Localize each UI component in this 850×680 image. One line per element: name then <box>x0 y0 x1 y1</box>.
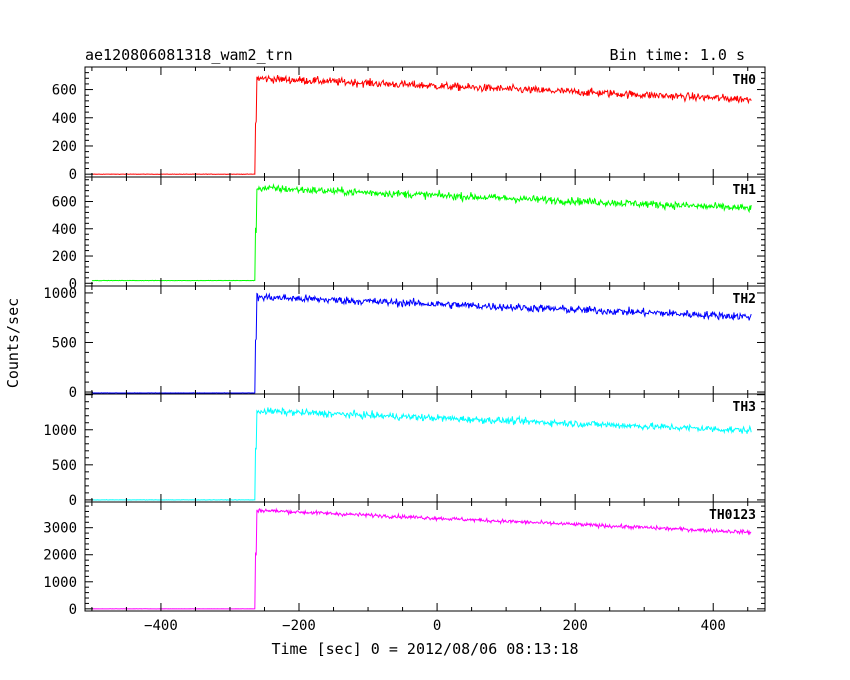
y-tick-label: 0 <box>69 602 77 618</box>
y-tick-label: 0 <box>69 276 77 292</box>
panel-frame <box>84 501 766 612</box>
y-tick-label: 200 <box>52 249 77 265</box>
x-tick-label: 0 <box>433 618 441 634</box>
series-line-th0 <box>91 74 752 175</box>
panel-th0123: 0 1000 2000 3000 TH0123 <box>43 501 766 618</box>
y-tick-label: 3000 <box>43 521 77 537</box>
y-tick-label: 0 <box>69 167 77 183</box>
y-tick-label: 1000 <box>43 575 77 591</box>
series-line-th0123 <box>91 507 752 610</box>
series-line-th3 <box>91 407 752 501</box>
x-tick-label: 400 <box>701 618 726 634</box>
panel-frame <box>84 66 766 178</box>
y-tick-label: 0 <box>69 385 77 401</box>
chart-title: ae120806081318_wam2_trn <box>85 46 293 64</box>
y-tick-label: 400 <box>52 111 77 127</box>
x-axis: −400 −200 0 200 400 <box>144 618 726 634</box>
y-tick-label: 200 <box>52 139 77 155</box>
panel-th0: 0 200 400 600 TH0 <box>52 66 766 183</box>
series-line-th2 <box>91 292 752 394</box>
y-tick-label: 600 <box>52 83 77 99</box>
y-tick-label: 500 <box>52 458 77 474</box>
panel-label-th2: TH2 <box>733 292 756 307</box>
bin-time-label: Bin time: 1.0 s <box>610 46 745 64</box>
panel-th1: 0 200 400 600 TH1 <box>52 176 766 292</box>
y-tick-label: 1000 <box>43 423 77 439</box>
panel-th3: 0 500 1000 TH3 <box>43 393 766 509</box>
panel-frame <box>84 393 766 503</box>
y-tick-label: 0 <box>69 493 77 509</box>
y-tick-label: 2000 <box>43 548 77 564</box>
y-tick-label: 400 <box>52 222 77 238</box>
panel-label-th0: TH0 <box>733 73 757 88</box>
y-tick-label: 600 <box>52 195 77 211</box>
y-tick-label: 1000 <box>43 286 77 302</box>
x-tick-label: 200 <box>563 618 588 634</box>
panels-group: 0 200 400 600 TH0 0 200 400 600 TH1 0 500 1000 TH2 0 50… <box>43 66 766 618</box>
panel-frame <box>84 285 766 395</box>
panel-label-th1: TH1 <box>733 183 757 198</box>
x-tick-label: −400 <box>144 618 178 634</box>
y-axis-label: Counts/sec <box>4 298 22 388</box>
x-tick-label: −200 <box>282 618 316 634</box>
x-axis-label: Time [sec] 0 = 2012/08/06 08:13:18 <box>271 640 578 658</box>
y-tick-label: 500 <box>52 335 77 351</box>
panel-th2: 0 500 1000 TH2 <box>43 285 766 401</box>
series-line-th1 <box>91 183 752 282</box>
panel-label-th0123: TH0123 <box>709 508 756 523</box>
panel-label-th3: TH3 <box>733 400 756 415</box>
